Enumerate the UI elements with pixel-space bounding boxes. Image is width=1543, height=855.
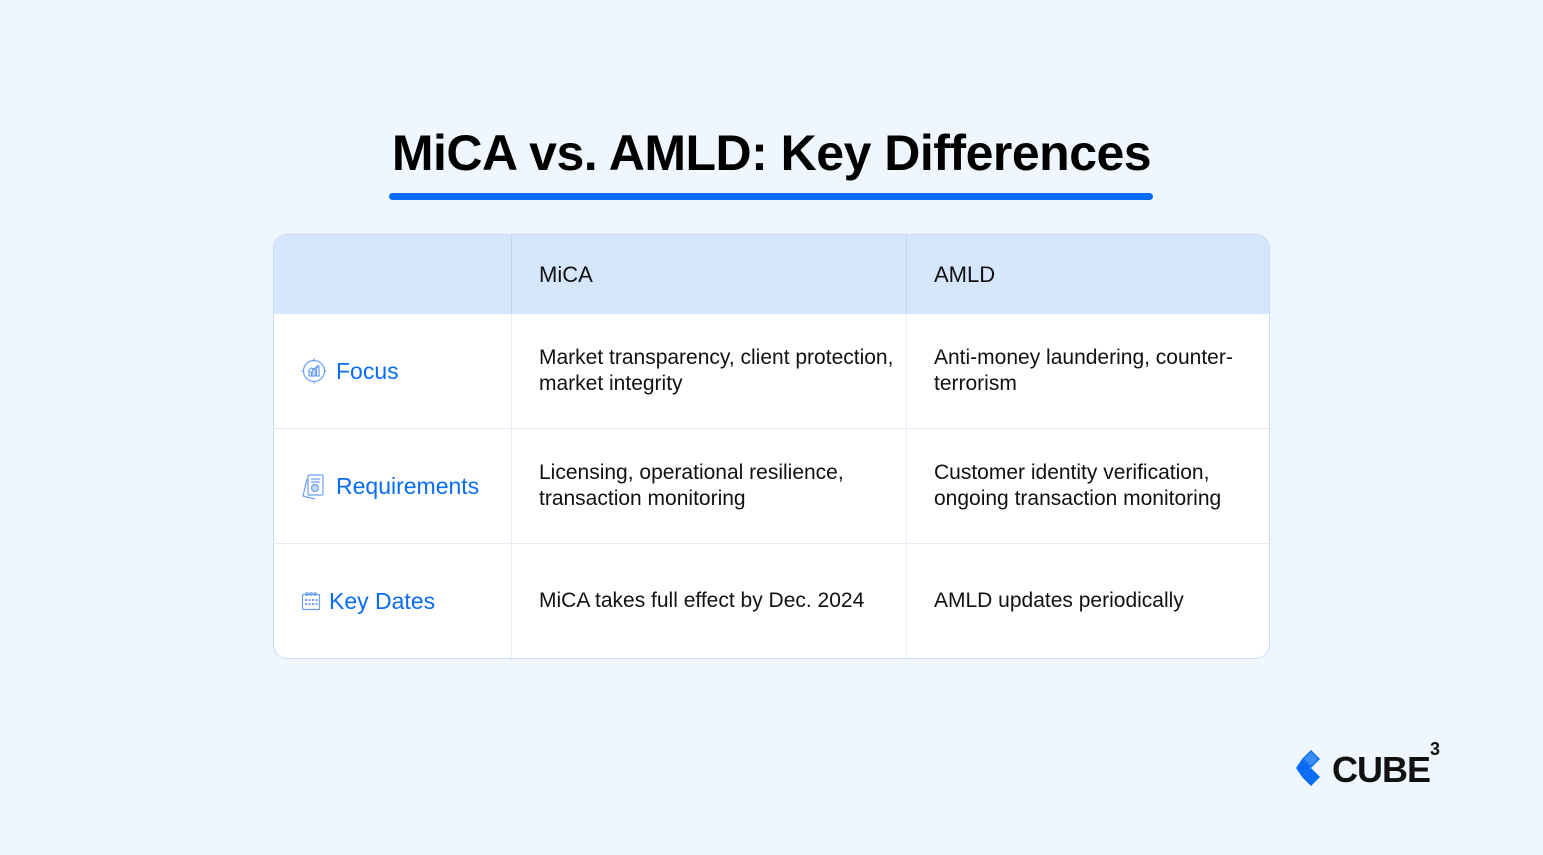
row-label-key-dates: Key Dates <box>274 544 512 658</box>
header-cell-mica: MiCA <box>512 235 907 314</box>
logo-superscript: 3 <box>1430 739 1440 759</box>
table-header-row: MiCA AMLD <box>274 235 1269 314</box>
cell-key-dates-mica: MiCA takes full effect by Dec. 2024 <box>512 544 907 658</box>
logo-text: CUBE3 <box>1332 739 1440 791</box>
cell-key-dates-amld: AMLD updates periodically <box>934 589 1184 612</box>
header-cell-empty <box>274 235 512 314</box>
cube-logo-icon <box>1296 749 1326 791</box>
row-label-text: Key Dates <box>329 588 436 614</box>
cell-focus-mica: Market transparency, client protection, … <box>512 314 907 428</box>
logo-wordmark: CUBE <box>1332 749 1431 790</box>
table-row-key-dates: Key Dates MiCA takes full effect by Dec.… <box>274 544 1269 658</box>
cell-focus-amld: Anti-money laundering, counter-terrorism <box>934 346 1233 395</box>
table-row-requirements: Requirements Licensing, operational resi… <box>274 429 1269 544</box>
comparison-table: MiCA AMLD Focus Market transparency, cli… <box>273 234 1270 659</box>
cell-requirements-amld: Customer identity verification, ongoing … <box>934 461 1222 510</box>
row-label-text: Focus <box>336 358 399 384</box>
header-cell-amld: AMLD <box>934 261 996 287</box>
cube3-logo: CUBE3 <box>1296 739 1440 791</box>
title-underline <box>389 193 1153 200</box>
row-label-requirements: Requirements <box>274 429 512 543</box>
page-title: MiCA vs. AMLD: Key Differences <box>391 125 1152 181</box>
title-container: MiCA vs. AMLD: Key Differences <box>0 126 1543 181</box>
calendar-icon <box>301 591 321 611</box>
document-icon <box>301 473 327 500</box>
chart-target-icon <box>301 358 327 384</box>
row-label-text: Requirements <box>336 473 480 499</box>
cell-requirements-mica: Licensing, operational resilience, trans… <box>512 429 907 543</box>
row-label-focus: Focus <box>274 314 512 428</box>
table-row-focus: Focus Market transparency, client protec… <box>274 314 1269 429</box>
